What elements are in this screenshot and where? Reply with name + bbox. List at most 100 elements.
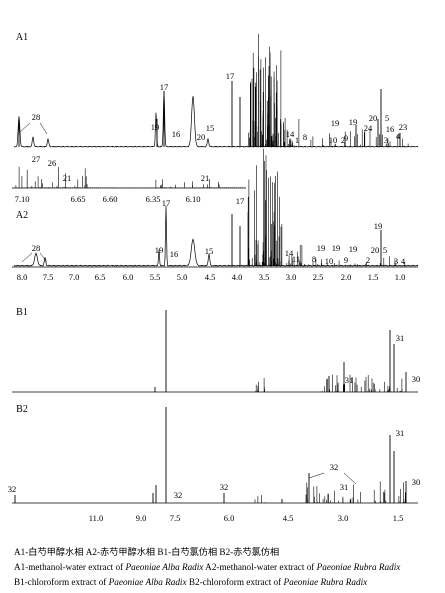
peak-label-A2-15: 20 <box>371 245 380 255</box>
peak-label-A2-9: 19 <box>317 243 326 253</box>
A2-tick-13: 1.5 <box>368 272 379 282</box>
peak-label-A2-10: 10 <box>325 256 334 266</box>
caption-line-1: A1-白芍甲醇水相 A2-赤芍甲醇水相 B1-白芍氯仿相 B2-赤芍氯仿相 <box>14 547 280 557</box>
spectra-traces <box>13 33 419 503</box>
peak-label-B2-3: 32 <box>330 462 339 472</box>
peak-label-B2-1: 32 <box>174 490 183 500</box>
spectrum-A2 <box>13 205 419 267</box>
peak-label-A1-18: 3 <box>384 135 388 145</box>
A2-tick-3: 6.5 <box>95 272 106 282</box>
peak-label-B2-5: 31 <box>396 428 405 438</box>
A2-tick-7: 4.5 <box>205 272 216 282</box>
inset-tick-4: 6.10 <box>186 194 201 204</box>
leader-28-A2 <box>21 252 33 263</box>
peak-label-A2-7: 11 <box>292 254 300 264</box>
A2-tick-8: 4.0 <box>232 272 243 282</box>
peak-label-A1-13: 9 <box>344 133 348 143</box>
panel-label-B1: B1 <box>16 307 28 318</box>
A2-tick-5: 5.5 <box>150 272 161 282</box>
A2-tick-1: 7.5 <box>43 272 54 282</box>
inset-tick-3: 6.35 <box>146 194 161 204</box>
peak-label-A1-17: 5 <box>385 113 389 123</box>
peak-label-A1-8: 1 <box>295 135 299 145</box>
peak-label-A2-16: 5 <box>383 245 387 255</box>
peak-label-A2-14: 2 <box>366 255 370 265</box>
peak-label-A2-6: 14 <box>285 248 294 258</box>
A2-tick-2: 7.0 <box>69 272 80 282</box>
peak-label-B2-2: 32 <box>220 482 229 492</box>
A2-tick-10: 3.0 <box>286 272 297 282</box>
peak-label-A1-12: 2 <box>341 135 345 145</box>
B2-tick-6: 1.5 <box>393 513 404 523</box>
peak-label-A1-4: 20 <box>197 132 206 142</box>
peak-label-A1-1: 19 <box>151 122 160 132</box>
peak-label-A2-0: 28 <box>32 243 41 253</box>
inset-tick-2: 6.60 <box>103 194 118 204</box>
peak-label-A1-16: 20 <box>369 113 378 123</box>
leader-28-A1 <box>19 122 31 133</box>
peak-label-inset-2: 21 <box>63 173 72 183</box>
inset-tick-1: 6.65 <box>71 194 86 204</box>
panel-label-B2: B2 <box>16 404 28 415</box>
peak-label-A1-15: 19 <box>349 117 358 127</box>
caption-line-3: B1-chloroform extract of Paeoniae Alba R… <box>14 577 368 587</box>
peak-label-A1-10: 10 <box>329 135 338 145</box>
peak-label-A1-3: 16 <box>172 129 181 139</box>
A2-tick-0: 8.0 <box>17 272 28 282</box>
peak-label-A1-0: 28 <box>32 112 41 122</box>
A2-tick-12: 2.0 <box>341 272 352 282</box>
peak-label-B1-0: 31 <box>396 333 405 343</box>
peak-label-A2-17: 3 <box>394 256 398 266</box>
peak-label-inset-3: 21 <box>201 173 210 183</box>
peak-label-inset-0: 27 <box>32 154 41 164</box>
inset-tick-0: 7.10 <box>15 194 30 204</box>
caption-line-2: A1-methanol-water extract of Paeoniae Al… <box>14 562 401 572</box>
B2-tick-3: 6.0 <box>224 513 235 523</box>
A2-tick-6: 5.0 <box>177 272 188 282</box>
peak-label-A2-3: 16 <box>170 249 179 259</box>
A2-tick-11: 2.5 <box>313 272 324 282</box>
spectrum-A1 <box>13 90 419 148</box>
inset-dotted-line <box>13 186 246 189</box>
peak-label-A1-7: 14 <box>286 129 295 139</box>
peak-label-B1-1: 31 <box>345 375 354 385</box>
B2-tick-4: 4.5 <box>283 513 294 523</box>
leader-28b-A1 <box>39 122 48 135</box>
peak-label-A1-5: 15 <box>206 123 215 133</box>
peak-label-A1-19: 16 <box>386 124 395 134</box>
peak-label-A1-11: 19 <box>331 118 340 128</box>
peak-label-A2-8: 8 <box>312 254 316 264</box>
peak-label-A2-11: 19 <box>332 243 341 253</box>
peak-label-A1-6: 17 <box>226 71 235 81</box>
peak-label-A2-4: 15 <box>205 246 214 256</box>
peak-label-B1-2: 30 <box>412 374 421 384</box>
peak-label-B2-0: 32 <box>8 484 17 494</box>
B2-tick-0: 11.0 <box>89 513 104 523</box>
panel-label-A1: A1 <box>16 32 28 43</box>
B2-tick-2: 7.5 <box>170 513 181 523</box>
A2-tick-9: 3.5 <box>259 272 270 282</box>
peak-label-A2-5: 17 <box>236 196 245 206</box>
panel-label-A2: A2 <box>16 210 28 221</box>
peak-label-B2-6: 30 <box>412 477 421 487</box>
peak-label-B2-4: 31 <box>340 482 349 492</box>
leader-32-B2 <box>308 472 325 479</box>
peak-label-A1-9: 8 <box>303 132 307 142</box>
leader-32b-B2 <box>343 472 357 485</box>
peak-label-A2-18: 4 <box>401 256 406 266</box>
peak-label-A1-21: 4 <box>396 131 401 141</box>
peak-label-A1-2: 17 <box>160 82 169 92</box>
A2-tick-14: 1.0 <box>395 272 406 282</box>
peak-label-A2-19-top: 19 <box>374 221 383 231</box>
peak-label-inset-1: 26 <box>48 158 57 168</box>
peak-label-A1-14: 24 <box>364 123 373 133</box>
B2-tick-1: 9.0 <box>136 513 147 523</box>
peak-label-A2-12: 9 <box>344 255 348 265</box>
leader-28b-A2 <box>39 252 48 263</box>
A2-tick-4: 6.0 <box>123 272 134 282</box>
peak-label-A2-13: 19 <box>349 244 358 254</box>
peak-label-A1-20: 23 <box>399 122 408 132</box>
peak-label-A2-2: 17 <box>162 198 171 208</box>
